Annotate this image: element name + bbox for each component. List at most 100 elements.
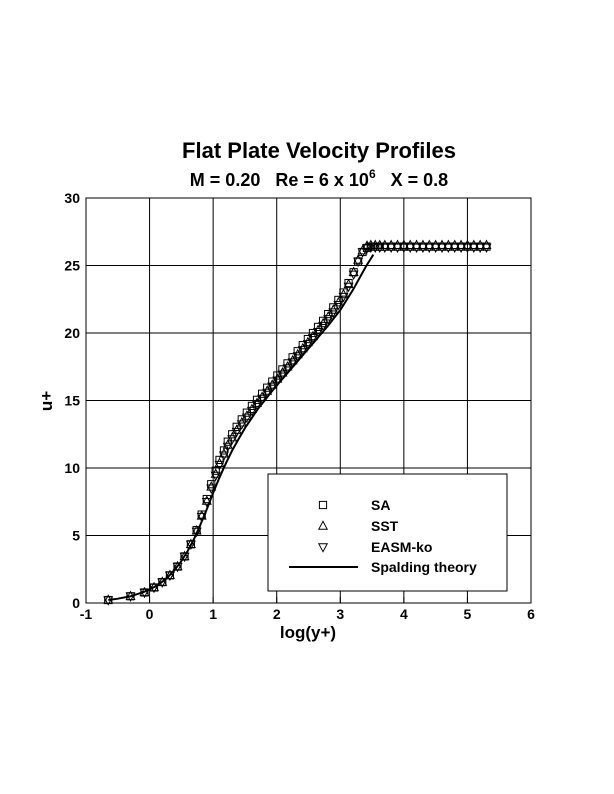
data-point-sst bbox=[214, 457, 225, 467]
y-tick-label: 15 bbox=[64, 393, 80, 409]
data-point-sst bbox=[357, 244, 368, 255]
data-point-easm-ko bbox=[436, 243, 448, 254]
data-point-sa bbox=[334, 295, 343, 305]
data-point-sst bbox=[236, 417, 247, 427]
x-tick-label: 1 bbox=[209, 606, 217, 622]
legend: SA SST EASM-ko Spalding theory bbox=[267, 473, 508, 592]
x-tick-label: 5 bbox=[464, 606, 472, 622]
data-point-easm-ko bbox=[374, 243, 385, 254]
x-tick-label: 6 bbox=[527, 606, 535, 622]
data-point-easm-ko bbox=[424, 243, 435, 254]
subtitle-mach: M = 0.20 bbox=[190, 170, 261, 190]
legend-swatch-easm-ko bbox=[317, 543, 329, 553]
series-line-spalding-theory bbox=[108, 254, 375, 601]
data-point-easm-ko bbox=[411, 243, 422, 254]
legend-box bbox=[267, 473, 508, 592]
data-point-easm-ko bbox=[313, 327, 324, 338]
data-point-sst bbox=[277, 367, 288, 377]
series-layer bbox=[103, 239, 492, 606]
data-point-easm-ko bbox=[333, 300, 344, 311]
data-point-sst bbox=[206, 481, 217, 491]
data-point-sst bbox=[227, 431, 238, 442]
data-point-easm-ko bbox=[103, 596, 114, 606]
subtitle-re-exponent: 6 bbox=[369, 167, 376, 181]
x-axis-label: log(y+) bbox=[280, 623, 336, 642]
data-point-sst bbox=[272, 373, 283, 383]
data-point-sst bbox=[251, 397, 263, 407]
data-point-easm-ko bbox=[392, 243, 403, 254]
data-point-easm-ko bbox=[257, 394, 268, 405]
y-tick-label: 25 bbox=[64, 258, 80, 274]
data-point-sst bbox=[241, 410, 252, 420]
data-point-sst bbox=[222, 439, 233, 449]
subtitle-gap-1 bbox=[260, 170, 275, 190]
data-point-easm-ko bbox=[241, 413, 252, 424]
data-point-sst bbox=[185, 538, 196, 548]
series-spalding-theory bbox=[108, 254, 375, 601]
data-point-easm-ko bbox=[398, 243, 409, 254]
data-point-easm-ko bbox=[386, 243, 397, 254]
y-tick-label: 5 bbox=[72, 528, 80, 544]
data-point-sst bbox=[287, 354, 298, 365]
data-point-sst bbox=[172, 560, 183, 571]
data-point-easm-ko bbox=[379, 243, 390, 254]
data-point-easm-ko bbox=[357, 248, 368, 258]
data-point-easm-ko bbox=[251, 400, 263, 411]
data-point-easm-ko bbox=[405, 243, 416, 254]
data-point-easm-ko bbox=[218, 451, 229, 461]
data-point-sst bbox=[157, 576, 168, 586]
data-point-sst bbox=[302, 336, 313, 347]
legend-items: SA SST EASM-ko Spalding theory bbox=[289, 497, 477, 575]
data-point-easm-ko bbox=[282, 364, 293, 374]
data-point-easm-ko bbox=[246, 406, 257, 417]
y-tick-label: 0 bbox=[72, 595, 80, 611]
data-point-easm-ko bbox=[231, 427, 242, 438]
data-point-easm-ko bbox=[292, 352, 303, 362]
x-axis-ticks: -1 0 1 2 3 4 5 6 bbox=[80, 597, 535, 622]
subtitle-gap-2 bbox=[376, 170, 391, 190]
y-axis-ticks: 0 5 10 15 20 25 30 bbox=[64, 190, 92, 611]
data-point-easm-ko bbox=[277, 370, 288, 380]
data-point-easm-ko bbox=[287, 358, 298, 368]
chart-title: Flat Plate Velocity Profiles bbox=[182, 138, 456, 163]
subtitle-re: Re = 6 x 10 bbox=[275, 170, 369, 190]
data-point-easm-ko bbox=[185, 540, 196, 551]
data-point-sst bbox=[262, 385, 273, 395]
legend-label-sa: SA bbox=[371, 497, 390, 513]
data-point-easm-ko bbox=[430, 243, 441, 254]
y-axis-label: u+ bbox=[37, 391, 56, 411]
data-point-easm-ko bbox=[236, 420, 247, 430]
data-point-sst bbox=[246, 403, 257, 413]
data-point-easm-ko bbox=[468, 243, 479, 254]
data-point-easm-ko bbox=[462, 243, 473, 254]
data-point-sst bbox=[292, 348, 303, 359]
data-point-easm-ko bbox=[302, 340, 313, 350]
data-point-sa bbox=[215, 455, 224, 464]
data-point-easm-ko bbox=[323, 315, 334, 325]
data-point-easm-ko bbox=[318, 321, 329, 332]
x-tick-label: 3 bbox=[336, 606, 344, 622]
data-point-easm-ko bbox=[210, 471, 221, 482]
data-point-easm-ko bbox=[191, 527, 202, 538]
legend-swatch-sa bbox=[318, 500, 328, 510]
data-point-sst bbox=[267, 379, 278, 389]
data-point-easm-ko bbox=[443, 243, 454, 254]
legend-label-spalding-theory: Spalding theory bbox=[371, 559, 477, 575]
data-point-easm-ko bbox=[227, 435, 238, 445]
data-point-easm-ko bbox=[417, 243, 428, 254]
legend-label-easm-ko: EASM-ko bbox=[371, 539, 432, 555]
subtitle-x-station: X = 0.8 bbox=[391, 170, 449, 190]
data-point-sst bbox=[218, 448, 229, 458]
y-tick-label: 30 bbox=[64, 190, 80, 206]
data-point-easm-ko bbox=[456, 243, 467, 254]
y-tick-label: 20 bbox=[64, 325, 80, 341]
data-point-sst bbox=[313, 324, 324, 334]
data-point-sst bbox=[257, 391, 268, 401]
data-point-sst bbox=[164, 569, 175, 580]
data-point-sst bbox=[353, 254, 364, 264]
data-point-sst bbox=[201, 495, 212, 505]
data-point-easm-ko bbox=[214, 460, 225, 471]
data-point-easm-ko bbox=[328, 308, 339, 318]
data-point-easm-ko bbox=[307, 334, 318, 344]
data-point-easm-ko bbox=[338, 292, 349, 303]
